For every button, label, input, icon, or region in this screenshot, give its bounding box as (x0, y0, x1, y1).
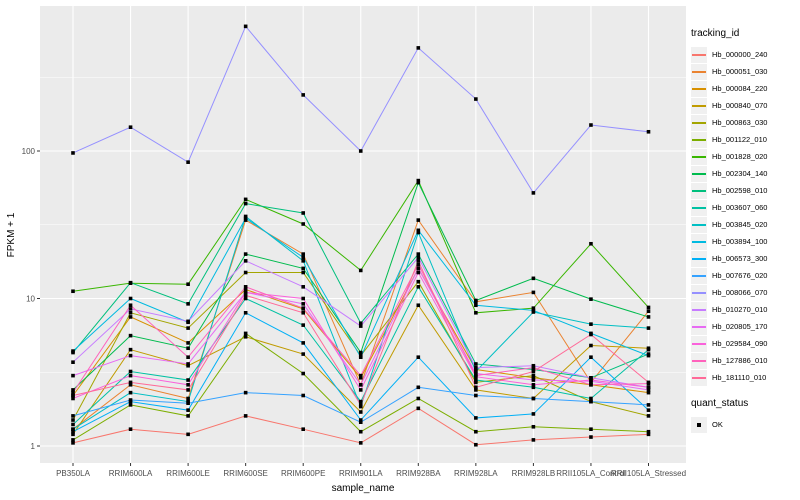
legend-key-swatch (691, 267, 707, 284)
legend-item: Hb_000863_030 (691, 114, 799, 131)
legend-key-swatch (691, 114, 707, 131)
legend-key-swatch (691, 233, 707, 250)
legend-key-swatch (691, 131, 707, 148)
legend-item-label: Hb_000863_030 (712, 118, 768, 127)
legend-key-swatch (691, 301, 707, 318)
legend-item-label: Hb_006573_300 (712, 254, 768, 263)
legend-item: Hb_008066_070 (691, 284, 799, 301)
legend-key-swatch (691, 216, 707, 233)
x-tick-label: RRIM600LA (109, 469, 153, 478)
legend-item: Hb_003894_100 (691, 233, 799, 250)
quant-status-key-icon (691, 416, 707, 433)
legend-key-swatch (691, 284, 707, 301)
legend-key-swatch (691, 97, 707, 114)
legend-item-label: Hb_000084_220 (712, 84, 768, 93)
legend-item: Hb_003607_060 (691, 199, 799, 216)
legend-item-label: Hb_000840_070 (712, 101, 768, 110)
legend-item-label: Hb_003894_100 (712, 237, 768, 246)
legend-item-label: Hb_000051_030 (712, 67, 768, 76)
legend-item: Hb_029584_090 (691, 335, 799, 352)
legend-item-label: Hb_181110_010 (712, 373, 767, 382)
legend-item-label: Hb_029584_090 (712, 339, 768, 348)
x-tick-label: RRIM928BA (396, 469, 441, 478)
legend-item-label: Hb_020805_170 (712, 322, 768, 331)
legend-key-swatch (691, 165, 707, 182)
legend-item-label: Hb_008066_070 (712, 288, 768, 297)
y-tick-label: 100 (22, 147, 36, 156)
legend-item-ok: OK (691, 416, 799, 433)
y-tick-label: 1 (31, 442, 36, 451)
legend-item: Hb_006573_300 (691, 250, 799, 267)
legend-key-swatch (691, 369, 707, 386)
axes: 1 10 100 PB350LA RRIM600LA RRIM600LE RRIM600SE… (22, 147, 686, 478)
legend-key-swatch (691, 318, 707, 335)
legend-item-label: Hb_003607_060 (712, 203, 768, 212)
legend-item-label: Hb_127886_010 (712, 356, 768, 365)
legend-key-swatch (691, 199, 707, 216)
x-axis-title: sample_name (332, 483, 395, 494)
legend-key-swatch (691, 182, 707, 199)
legend-item: Hb_181110_010 (691, 369, 799, 386)
x-tick-label: RRII105LA_Control (556, 469, 626, 478)
legend-title-quant-status: quant_status (691, 398, 749, 409)
x-tick-label: RRIM600SE (223, 469, 267, 478)
legend-item: Hb_000840_070 (691, 97, 799, 114)
legend-key-swatch (691, 80, 707, 97)
data-point-markers (71, 24, 651, 447)
legend-key-swatch (691, 46, 707, 63)
legend-item: Hb_002304_140 (691, 165, 799, 182)
x-tick-label: RRIM901LA (339, 469, 383, 478)
legend-item: Hb_003845_020 (691, 216, 799, 233)
x-tick-label: RRIM600PE (281, 469, 325, 478)
panel-background (40, 6, 686, 463)
x-tick-label: PB350LA (56, 469, 90, 478)
legend-item: Hb_010270_010 (691, 301, 799, 318)
legend-item-label: Hb_001122_010 (712, 135, 767, 144)
legend-items: Hb_000000_240 Hb_000051_030 Hb_000084_220 H… (691, 46, 799, 386)
legend-item-label: Hb_002304_140 (712, 169, 768, 178)
legend-item: Hb_000051_030 (691, 63, 799, 80)
plot-layers: 1 10 100 PB350LA RRIM600LA RRIM600LE RRIM600SE… (22, 6, 686, 478)
x-tick-label: RRIM600LE (166, 469, 210, 478)
legend-key-swatch (691, 352, 707, 369)
legend-item-label: OK (712, 420, 723, 429)
legend-item: Hb_000000_240 (691, 46, 799, 63)
legend-key-swatch (691, 148, 707, 165)
legend-key-swatch (691, 335, 707, 352)
legend-item: Hb_007676_020 (691, 267, 799, 284)
x-tick-label: RRIM928LB (512, 469, 556, 478)
legend-item: Hb_127886_010 (691, 352, 799, 369)
y-tick-label: 10 (26, 295, 35, 304)
y-axis-title: FPKM + 1 (6, 212, 17, 257)
legend-item-label: Hb_002598_010 (712, 186, 768, 195)
x-tick-label: RRII105LA_Stressed (611, 469, 686, 478)
legend-key-swatch (691, 63, 707, 80)
legend-item: Hb_000084_220 (691, 80, 799, 97)
legend-item-label: Hb_007676_020 (712, 271, 768, 280)
legend-item: Hb_020805_170 (691, 318, 799, 335)
legend-item-label: Hb_000000_240 (712, 50, 768, 59)
x-tick-label: RRIM928LA (454, 469, 498, 478)
legend-item: Hb_001828_020 (691, 148, 799, 165)
legend-item-label: Hb_003845_020 (712, 220, 768, 229)
legend-key-swatch (691, 250, 707, 267)
legend-item: Hb_001122_010 (691, 131, 799, 148)
legend: tracking_id Hb_000000_240 Hb_000051_030 Hb… (691, 28, 799, 433)
chart-canvas: 1 10 100 PB350LA RRIM600LA RRIM600LE RRIM600SE… (6, 6, 686, 494)
legend-item-label: Hb_010270_010 (712, 305, 768, 314)
legend-item: Hb_002598_010 (691, 182, 799, 199)
legend-title-tracking-id: tracking_id (691, 28, 740, 39)
legend-item-label: Hb_001828_020 (712, 152, 768, 161)
